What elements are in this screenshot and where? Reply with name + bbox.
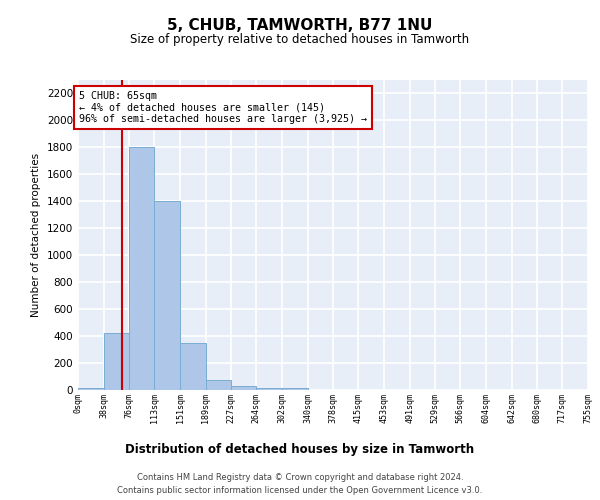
Text: 5 CHUB: 65sqm
← 4% of detached houses are smaller (145)
96% of semi-detached hou: 5 CHUB: 65sqm ← 4% of detached houses ar… (79, 91, 367, 124)
Bar (180, 343, 206, 390)
Text: Contains HM Land Registry data © Crown copyright and database right 2024.: Contains HM Land Registry data © Crown c… (137, 472, 463, 482)
Y-axis label: Number of detached properties: Number of detached properties (31, 153, 41, 317)
Bar (78, 388, 104, 390)
Text: Contains public sector information licensed under the Open Government Licence v3: Contains public sector information licen… (118, 486, 482, 495)
Bar (282, 388, 308, 390)
Bar (256, 388, 282, 390)
Bar (154, 202, 180, 390)
Bar (130, 148, 154, 390)
Bar (232, 386, 256, 390)
Bar (104, 334, 130, 390)
Bar (206, 380, 232, 390)
Text: Distribution of detached houses by size in Tamworth: Distribution of detached houses by size … (125, 442, 475, 456)
Text: 5, CHUB, TAMWORTH, B77 1NU: 5, CHUB, TAMWORTH, B77 1NU (167, 18, 433, 32)
Text: Size of property relative to detached houses in Tamworth: Size of property relative to detached ho… (130, 32, 470, 46)
